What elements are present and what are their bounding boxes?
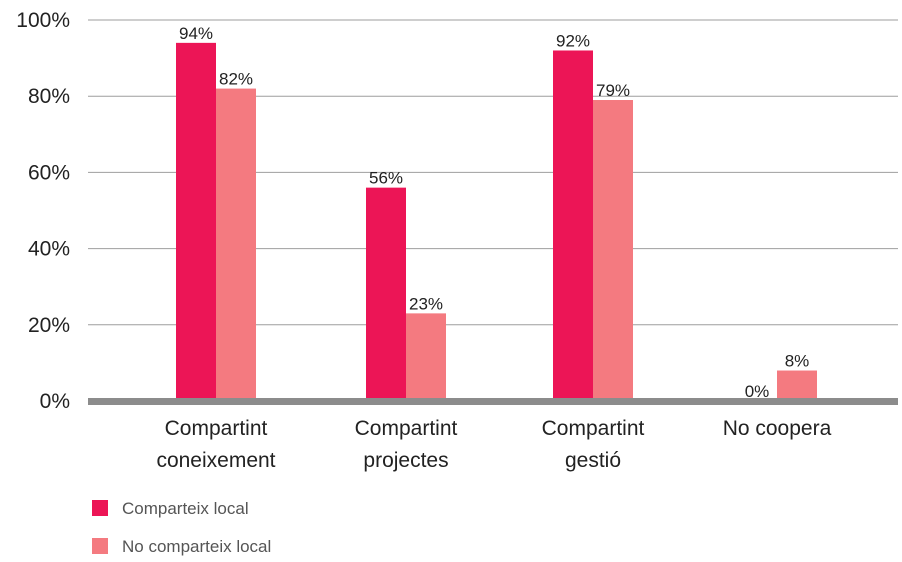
bar-comparteix-local — [176, 42, 216, 402]
data-label: 23% — [409, 294, 443, 313]
y-tick-label: 100% — [16, 9, 70, 32]
data-label: 92% — [556, 31, 590, 50]
category-label: projectes — [363, 449, 448, 472]
data-label: 94% — [179, 24, 213, 43]
data-label: 82% — [219, 70, 253, 89]
legend-label: No comparteix local — [122, 537, 271, 556]
category-label: gestió — [565, 449, 621, 472]
y-tick-label: 80% — [28, 85, 70, 108]
data-label: 79% — [596, 81, 630, 100]
category-label: coneixement — [156, 449, 275, 472]
bar-no-comparteix-local — [777, 370, 817, 401]
category-label: Compartint — [165, 417, 268, 440]
bar-no-comparteix-local — [216, 88, 256, 401]
legend-label: Comparteix local — [122, 499, 249, 518]
x-axis-line — [88, 398, 898, 405]
category-label: Compartint — [355, 417, 458, 440]
y-tick-label: 0% — [40, 390, 70, 413]
data-label: 8% — [785, 352, 810, 371]
legend-swatch — [92, 538, 108, 554]
bar-comparteix-local — [553, 50, 593, 401]
bar-no-comparteix-local — [593, 100, 633, 401]
y-tick-label: 60% — [28, 161, 70, 184]
bar-comparteix-local — [366, 187, 406, 401]
data-label: 56% — [369, 169, 403, 188]
category-label: Compartint — [542, 417, 645, 440]
category-label: No coopera — [723, 417, 832, 440]
bar-no-comparteix-local — [406, 313, 446, 401]
y-tick-label: 20% — [28, 314, 70, 337]
data-label: 0% — [745, 382, 770, 401]
legend-swatch — [92, 500, 108, 516]
y-tick-label: 40% — [28, 238, 70, 261]
